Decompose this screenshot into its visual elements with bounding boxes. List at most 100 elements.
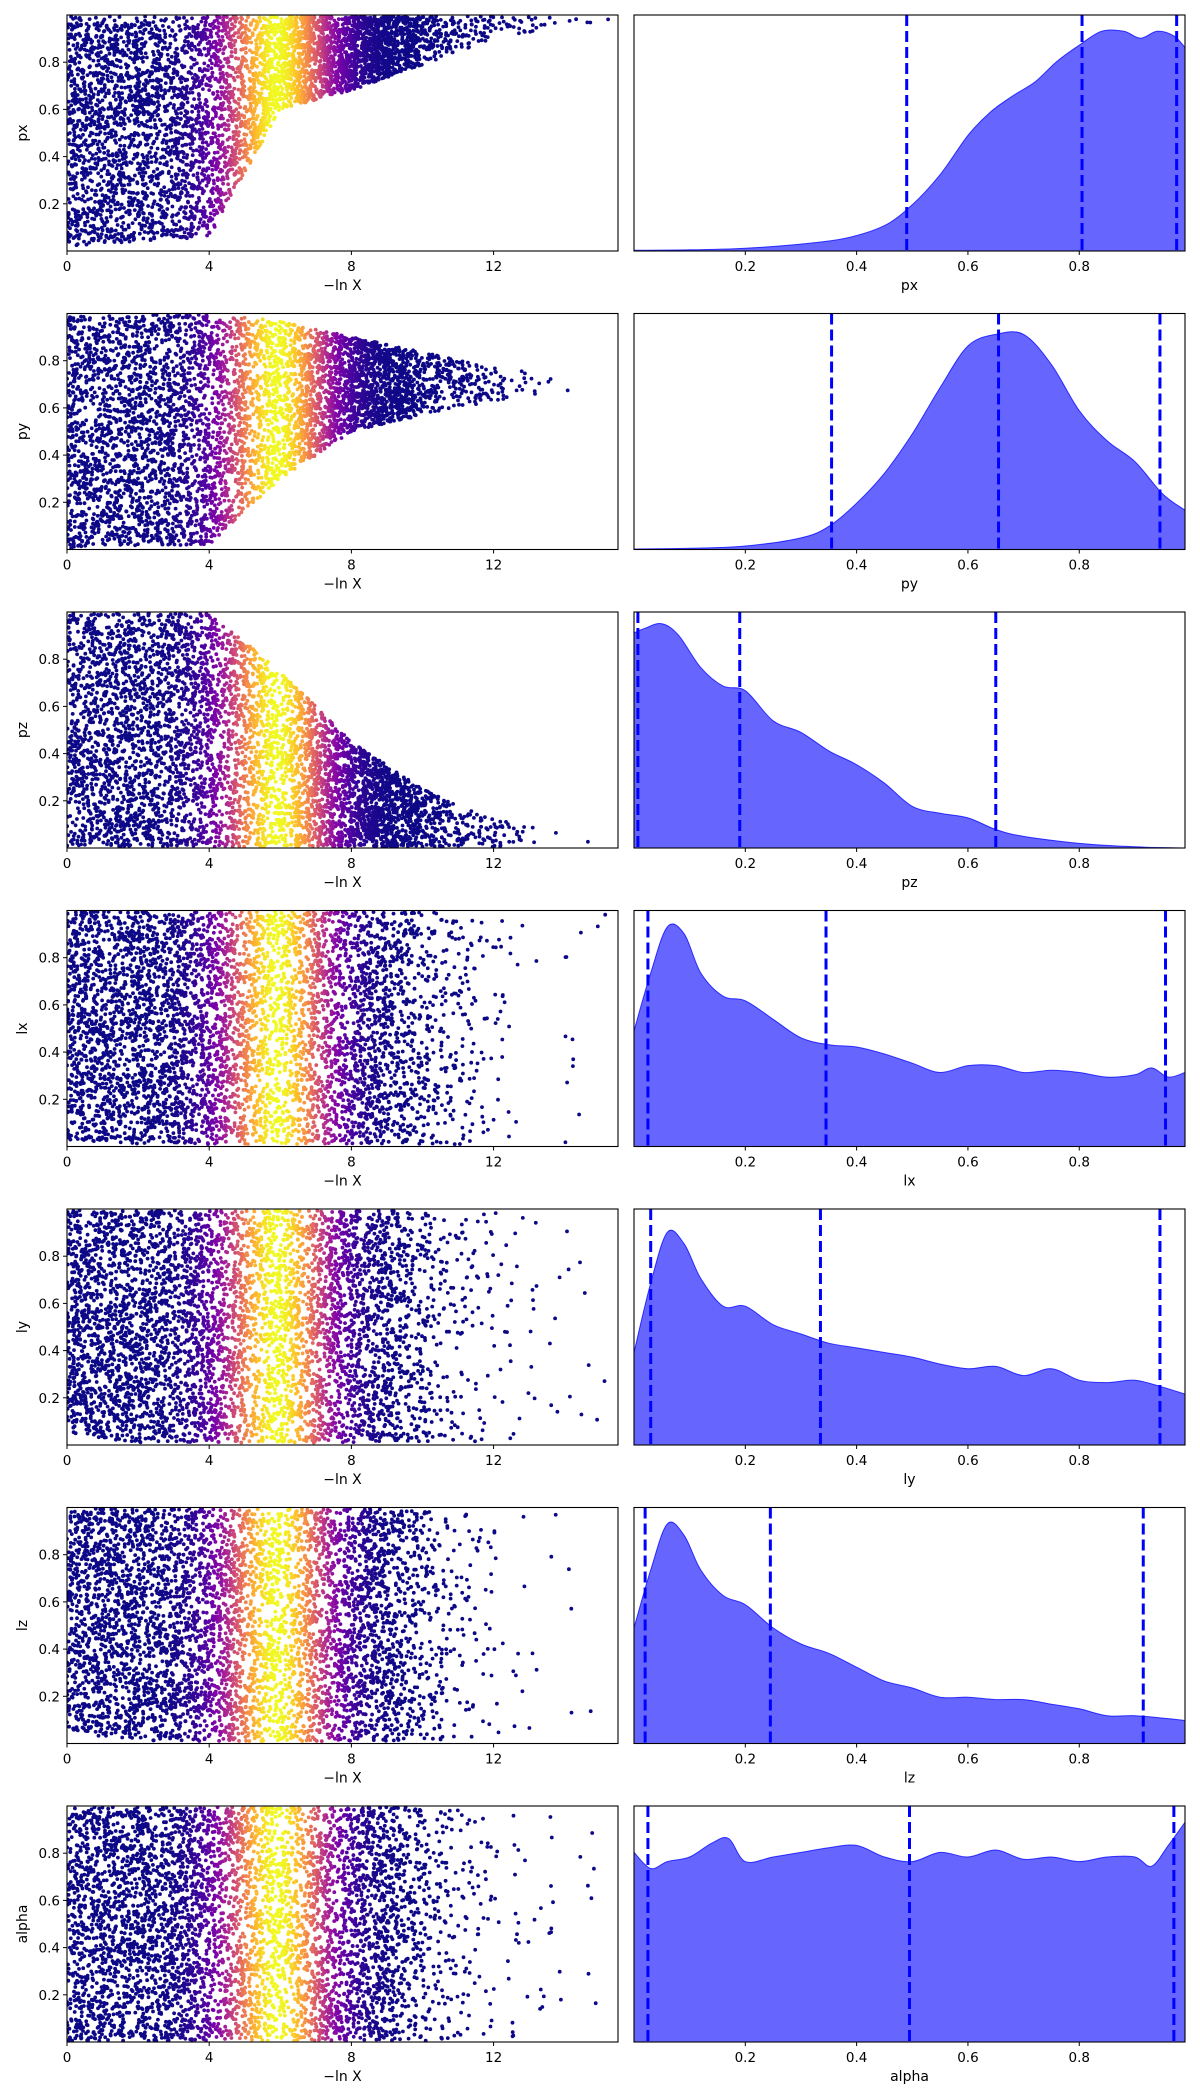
scatter-point <box>213 134 218 139</box>
scatter-point <box>92 217 97 222</box>
scatter-point <box>168 41 173 46</box>
scatter-point <box>466 45 471 50</box>
scatter-point <box>267 118 271 122</box>
scatter-point <box>159 85 163 90</box>
scatter-point <box>504 22 509 27</box>
scatter-point <box>220 85 225 90</box>
scatter-point <box>318 59 322 64</box>
scatter-point <box>100 142 105 147</box>
scatter-point <box>366 74 371 79</box>
scatter-point <box>120 23 124 28</box>
scatter-point <box>221 64 225 69</box>
scatter-point <box>164 139 169 144</box>
scatter-point <box>185 190 190 195</box>
scatter-point <box>145 157 150 162</box>
scatter-point <box>204 99 209 104</box>
scatter-point <box>83 138 88 143</box>
scatter-point <box>318 15 323 19</box>
scatter-point <box>109 114 114 119</box>
scatter-point <box>430 45 434 50</box>
scatter-point <box>200 108 205 112</box>
scatter-point <box>138 162 143 167</box>
scatter-point <box>448 18 453 23</box>
scatter-point <box>320 25 325 29</box>
scatter-point <box>127 182 132 187</box>
scatter-point <box>67 106 71 110</box>
scatter-point <box>199 52 204 57</box>
scatter-point <box>115 64 119 68</box>
scatter-point <box>231 67 236 72</box>
scatter-point <box>456 25 461 30</box>
scatter-point <box>201 87 205 91</box>
scatter-point <box>82 80 87 84</box>
scatter-point <box>190 232 195 237</box>
scatter-point <box>133 121 137 126</box>
scatter-point <box>469 22 474 27</box>
scatter-point <box>157 40 162 44</box>
scatter-point <box>248 35 252 40</box>
scatter-point <box>96 238 101 243</box>
scatter-point <box>123 107 127 112</box>
scatter-point <box>185 50 190 55</box>
scatter-point <box>171 20 176 24</box>
scatter-point <box>105 119 109 124</box>
scatter-point <box>489 15 493 19</box>
scatter-point <box>428 15 433 20</box>
scatter-point <box>240 173 245 178</box>
scatter-point <box>123 136 128 140</box>
scatter-point <box>225 15 229 19</box>
scatter-point <box>195 61 199 66</box>
scatter-point <box>102 29 107 33</box>
scatter-point <box>110 152 115 157</box>
scatter-point <box>574 17 578 22</box>
scatter-point <box>481 18 485 22</box>
scatter-point <box>249 104 253 109</box>
scatter-point <box>262 58 267 63</box>
scatter-point <box>218 198 223 203</box>
scatter-point <box>71 194 76 199</box>
scatter-point <box>185 236 189 241</box>
scatter-point <box>150 213 155 218</box>
scatter-point <box>140 177 145 182</box>
scatter-point <box>251 113 256 117</box>
scatter-point <box>189 221 194 226</box>
scatter-point <box>150 93 155 98</box>
scatter-point <box>156 107 161 111</box>
scatter-point <box>104 91 108 96</box>
scatter-point <box>98 235 103 240</box>
scatter-point <box>358 70 363 75</box>
scatter-point <box>71 119 75 123</box>
scatter-point <box>403 67 408 71</box>
scatter-point <box>223 28 228 33</box>
scatter-point <box>427 28 432 33</box>
scatter-point <box>138 167 143 172</box>
scatter-point <box>448 44 452 49</box>
scatter-point <box>228 193 233 197</box>
scatter-point <box>403 44 408 48</box>
scatter-point <box>149 27 154 32</box>
scatter-point <box>115 42 120 47</box>
scatter-point <box>103 239 107 243</box>
scatter-point <box>226 118 230 123</box>
scatter-point <box>210 70 215 75</box>
scatter-point <box>210 217 215 222</box>
scatter-point <box>333 52 337 57</box>
scatter-point <box>106 195 111 200</box>
scatter-point <box>517 31 521 36</box>
scatter-point <box>84 126 89 130</box>
scatter-point <box>117 137 122 142</box>
scatter-point <box>423 31 427 36</box>
scatter-point <box>500 15 504 20</box>
scatter-point <box>83 199 87 204</box>
scatter-point <box>156 113 161 117</box>
scatter-point <box>139 24 143 29</box>
scatter-point <box>204 20 208 25</box>
scatter-point <box>167 45 172 50</box>
scatter-point <box>405 38 409 42</box>
scatter-point <box>157 208 162 212</box>
scatter-point <box>400 37 404 42</box>
scatter-point <box>107 91 111 96</box>
scatter-point <box>209 30 213 34</box>
scatter-point <box>121 40 126 44</box>
scatter-point <box>476 39 481 43</box>
